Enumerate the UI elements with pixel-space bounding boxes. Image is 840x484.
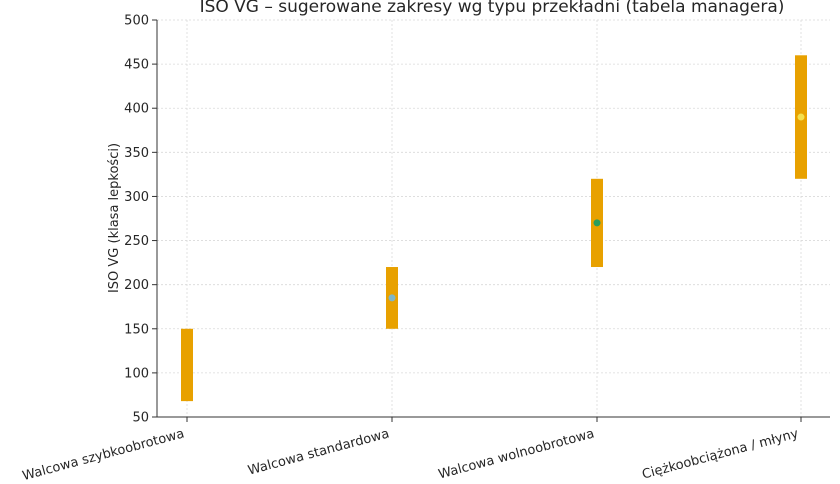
bars-layer — [181, 55, 807, 402]
chart-title: ISO VG – sugerowane zakresy wg typu prze… — [200, 0, 785, 17]
y-tick-label-7: 400 — [124, 102, 149, 117]
y-tick-label-3: 200 — [124, 278, 149, 293]
markers-layer — [388, 113, 805, 302]
axes-layer: 50 100 150 200 250 300 350 400 450 500 Walcowa szy… — [21, 14, 830, 484]
x-tick-label-0: Walcowa szybkoobrotowa — [21, 426, 186, 480]
range-marker-1 — [388, 294, 396, 302]
y-tick-label-0: 50 — [132, 411, 149, 426]
labels-layer: ISO VG – sugerowane zakresy wg typu prze… — [107, 0, 784, 293]
y-tick-label-6: 350 — [124, 146, 149, 161]
y-tick-label-5: 300 — [124, 190, 149, 205]
y-tick-label-2: 150 — [124, 322, 149, 337]
x-tick-label-1: Walcowa standardowa — [246, 426, 391, 478]
y-axis-label: ISO VG (klasa lepkości) — [107, 143, 122, 293]
y-tick-label-4: 250 — [124, 234, 149, 249]
range-marker-3 — [797, 113, 805, 121]
x-tick-label-2: Walcowa wolnoobrotowa — [437, 426, 596, 480]
y-tick-label-1: 100 — [124, 366, 149, 381]
range-marker-2 — [593, 219, 601, 227]
range-bar-0 — [181, 328, 193, 402]
y-tick-label-9: 500 — [124, 14, 149, 29]
grid-layer — [157, 19, 830, 418]
x-tick-label-3: Ciężkoobciążona / młyny — [641, 426, 801, 480]
y-tick-label-8: 450 — [124, 58, 149, 73]
